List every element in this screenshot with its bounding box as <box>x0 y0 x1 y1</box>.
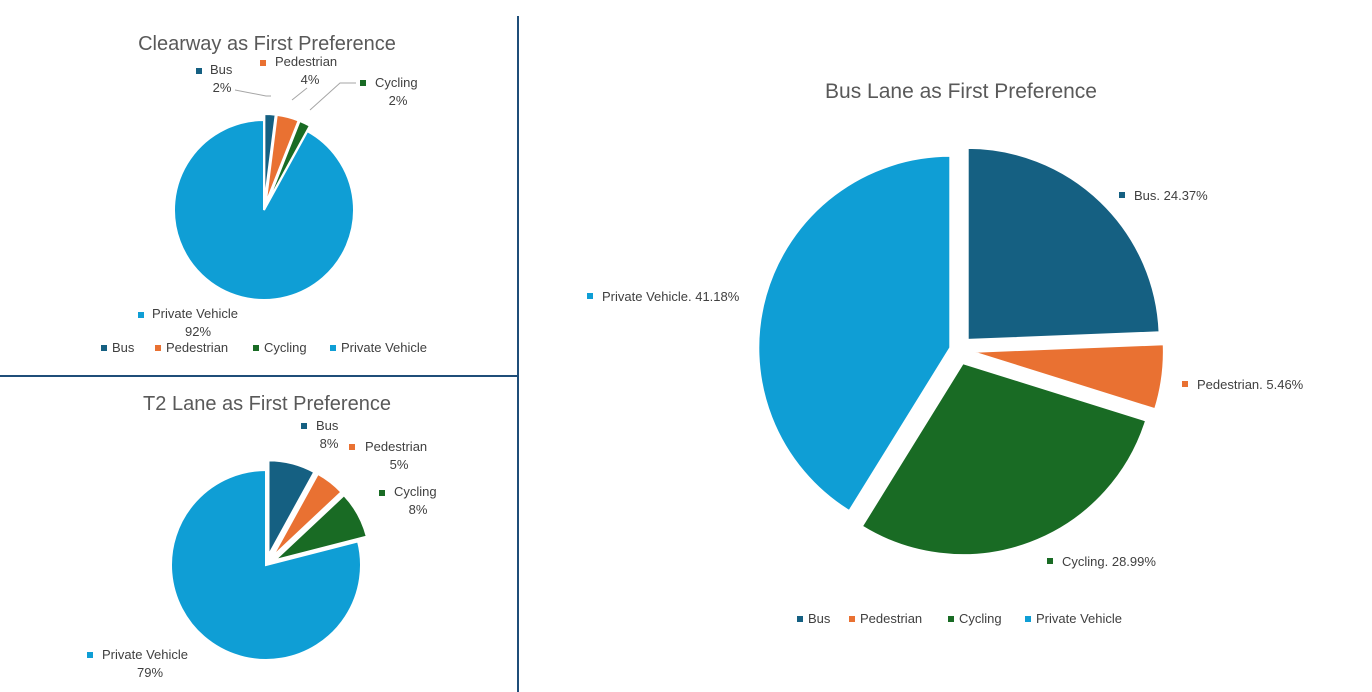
data-label-category: Pedestrian <box>275 54 337 69</box>
bus-lane-as-first-preference-chart: Bus Lane as First Preference Bus. 24.37% P… <box>587 80 1304 626</box>
label-marker-cycling <box>379 490 385 496</box>
legend-swatch-bus <box>101 345 107 351</box>
data-label-value: 8% <box>320 436 339 451</box>
pie-slice-private-vehicle <box>757 154 952 513</box>
data-label-value: 79% <box>137 665 163 680</box>
pie-slice-private-vehicle <box>170 468 362 661</box>
legend-label-cycling: Cycling <box>264 340 307 355</box>
legend-swatch-private-vehicle <box>1025 616 1031 622</box>
data-label-value: 2% <box>213 80 232 95</box>
label-marker-pedestrian <box>349 444 355 450</box>
legend-swatch-private-vehicle <box>330 345 336 351</box>
chart-title: Clearway as First Preference <box>138 33 396 55</box>
data-label-category: Private Vehicle <box>152 306 238 321</box>
pie-slice-private-vehicle <box>173 118 355 301</box>
data-label-value: 4% <box>301 72 320 87</box>
data-label-value: 5% <box>390 457 409 472</box>
legend-label-private-vehicle: Private Vehicle <box>1036 611 1122 626</box>
data-label-value: 2% <box>389 93 408 108</box>
t2-lane-as-first-preference-chart: T2 Lane as First Preference Bus 8% Pedestri… <box>87 393 437 680</box>
leader-line <box>309 82 356 111</box>
chart-title: T2 Lane as First Preference <box>143 393 391 415</box>
pie-slice-pedestrian <box>271 472 343 558</box>
label-marker-bus <box>301 423 307 429</box>
data-label-category: Bus <box>316 418 339 433</box>
legend-label-pedestrian: Pedestrian <box>166 340 228 355</box>
label-marker-bus <box>1119 192 1125 198</box>
pie-slice-bus <box>966 146 1161 341</box>
pie-slice-bus <box>263 113 277 205</box>
leader-line <box>291 87 308 101</box>
data-label: Cycling. 28.99% <box>1062 554 1156 569</box>
label-marker-pedestrian <box>260 60 266 66</box>
legend-label-cycling: Cycling <box>959 611 1002 626</box>
data-label-category: Cycling <box>375 75 418 90</box>
legend-label-bus: Bus <box>808 611 831 626</box>
pie-slice-cycling <box>274 493 368 562</box>
chart-legend: Bus Pedestrian Cycling Private Vehicle <box>797 611 1122 626</box>
data-label-category: Pedestrian <box>365 439 427 454</box>
pie-slice-pedestrian <box>264 113 300 205</box>
legend-label-bus: Bus <box>112 340 135 355</box>
pie-slice-cycling <box>860 361 1148 557</box>
label-marker-pedestrian <box>1182 381 1188 387</box>
label-marker-private-vehicle <box>87 652 93 658</box>
data-label: Pedestrian. 5.46% <box>1197 377 1304 392</box>
data-label-category: Private Vehicle <box>102 647 188 662</box>
label-marker-cycling <box>360 80 366 86</box>
data-label-value: 8% <box>409 502 428 517</box>
label-marker-bus <box>196 68 202 74</box>
label-marker-cycling <box>1047 558 1053 564</box>
pie-slice-bus <box>267 459 316 556</box>
chart-title: Bus Lane as First Preference <box>825 80 1097 103</box>
data-label: Bus. 24.37% <box>1134 188 1208 203</box>
horizontal-divider <box>0 375 518 377</box>
legend-label-pedestrian: Pedestrian <box>860 611 922 626</box>
chart-legend: Bus Pedestrian Cycling Private Vehicle <box>101 340 427 355</box>
data-label-value: 92% <box>185 324 211 339</box>
data-label-category: Bus <box>210 62 233 77</box>
data-label-category: Cycling <box>394 484 437 499</box>
legend-swatch-pedestrian <box>155 345 161 351</box>
clearway-as-first-preference-chart: Clearway as First Preference Bus 2% Pedestr… <box>101 33 427 355</box>
legend-swatch-pedestrian <box>849 616 855 622</box>
legend-swatch-cycling <box>253 345 259 351</box>
legend-label-private-vehicle: Private Vehicle <box>341 340 427 355</box>
legend-swatch-cycling <box>948 616 954 622</box>
pie-slice-pedestrian <box>971 343 1165 411</box>
leader-line <box>234 89 271 97</box>
data-label: Private Vehicle. 41.18% <box>602 289 740 304</box>
vertical-divider <box>517 16 519 692</box>
label-marker-private-vehicle <box>587 293 593 299</box>
legend-swatch-bus <box>797 616 803 622</box>
label-marker-private-vehicle <box>138 312 144 318</box>
